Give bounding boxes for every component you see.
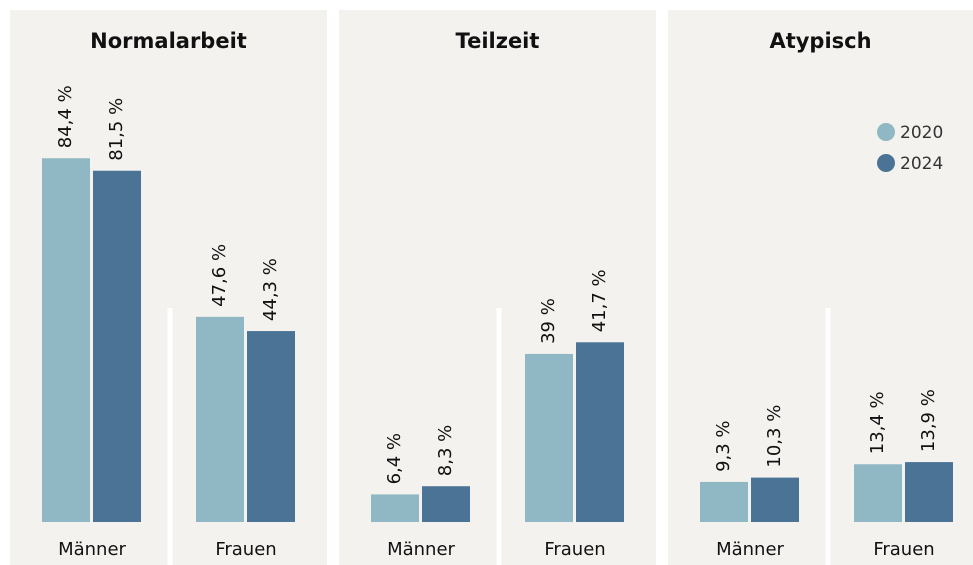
bar — [700, 481, 748, 522]
value-label: 84,4 % — [55, 85, 76, 148]
value-label: 13,4 % — [867, 391, 888, 454]
bar — [854, 464, 902, 522]
panel-title: Atypisch — [769, 29, 871, 53]
category-label: Frauen — [544, 539, 605, 560]
category-label: Männer — [58, 539, 126, 560]
legend-label: 2024 — [900, 154, 943, 174]
panel-title: Normalarbeit — [90, 29, 247, 53]
value-label: 6,4 % — [384, 433, 405, 484]
bar — [751, 477, 799, 522]
value-label: 47,6 % — [209, 244, 230, 307]
value-label: 81,5 % — [106, 98, 127, 161]
legend-marker — [877, 154, 895, 172]
value-label: 10,3 % — [764, 405, 785, 468]
bar — [196, 316, 244, 522]
bar — [371, 494, 419, 522]
panel-title: Teilzeit — [456, 29, 540, 53]
bar — [93, 170, 141, 523]
bar — [905, 462, 953, 522]
category-label: Männer — [387, 539, 455, 560]
value-label: 13,9 % — [918, 389, 939, 452]
legend-label: 2020 — [900, 123, 943, 143]
category-label: Männer — [716, 539, 784, 560]
bar — [422, 486, 470, 522]
bar — [247, 331, 295, 522]
value-label: 41,7 % — [589, 269, 610, 332]
bar — [576, 342, 624, 522]
legend-marker — [877, 123, 895, 141]
category-label: Frauen — [873, 539, 934, 560]
bar — [42, 158, 90, 522]
value-label: 44,3 % — [260, 258, 281, 321]
bar — [525, 353, 573, 522]
value-label: 8,3 % — [435, 425, 456, 476]
value-label: 39 % — [538, 298, 559, 344]
value-label: 9,3 % — [713, 420, 734, 471]
category-label: Frauen — [215, 539, 276, 560]
